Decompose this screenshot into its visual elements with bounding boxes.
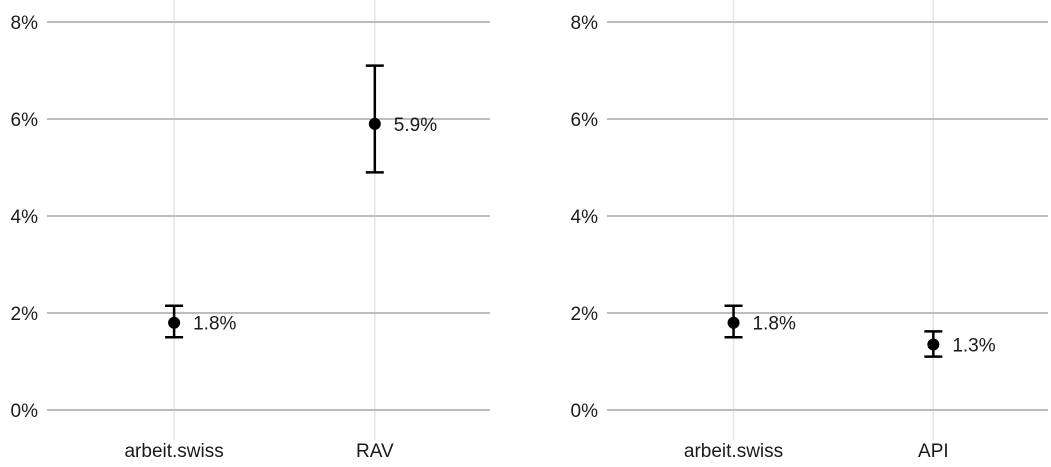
y-tick-label: 6% bbox=[11, 110, 39, 131]
data-label: 1.8% bbox=[753, 314, 796, 335]
data-label: 5.9% bbox=[394, 115, 437, 136]
data-point bbox=[168, 316, 181, 329]
chart-panel-2: 0% 2% 4% 6% 8% 1.8% arbeit.swiss 1.3% API bbox=[571, 0, 1048, 462]
data-label: 1.8% bbox=[193, 314, 236, 335]
x-tick-label: API bbox=[918, 441, 949, 462]
x-tick-label: arbeit.swiss bbox=[684, 441, 783, 462]
data-point bbox=[727, 316, 740, 329]
y-tick-label: 0% bbox=[571, 401, 599, 422]
data-point bbox=[368, 117, 381, 130]
y-tick-label: 4% bbox=[571, 207, 599, 228]
x-tick-label: RAV bbox=[356, 441, 394, 462]
y-tick-label: 0% bbox=[11, 401, 39, 422]
data-label: 1.3% bbox=[952, 336, 995, 357]
y-tick-label: 2% bbox=[571, 304, 599, 325]
y-tick-label: 8% bbox=[11, 13, 39, 34]
x-tick-label: arbeit.swiss bbox=[124, 441, 223, 462]
chart-panel-1: 0% 2% 4% 6% 8% 1.8% arbeit.swiss 5.9% RAV bbox=[11, 0, 490, 462]
y-tick-label: 4% bbox=[11, 207, 39, 228]
y-tick-label: 6% bbox=[571, 110, 599, 131]
data-point bbox=[927, 338, 940, 351]
y-tick-label: 2% bbox=[11, 304, 39, 325]
y-tick-label: 8% bbox=[571, 13, 599, 34]
